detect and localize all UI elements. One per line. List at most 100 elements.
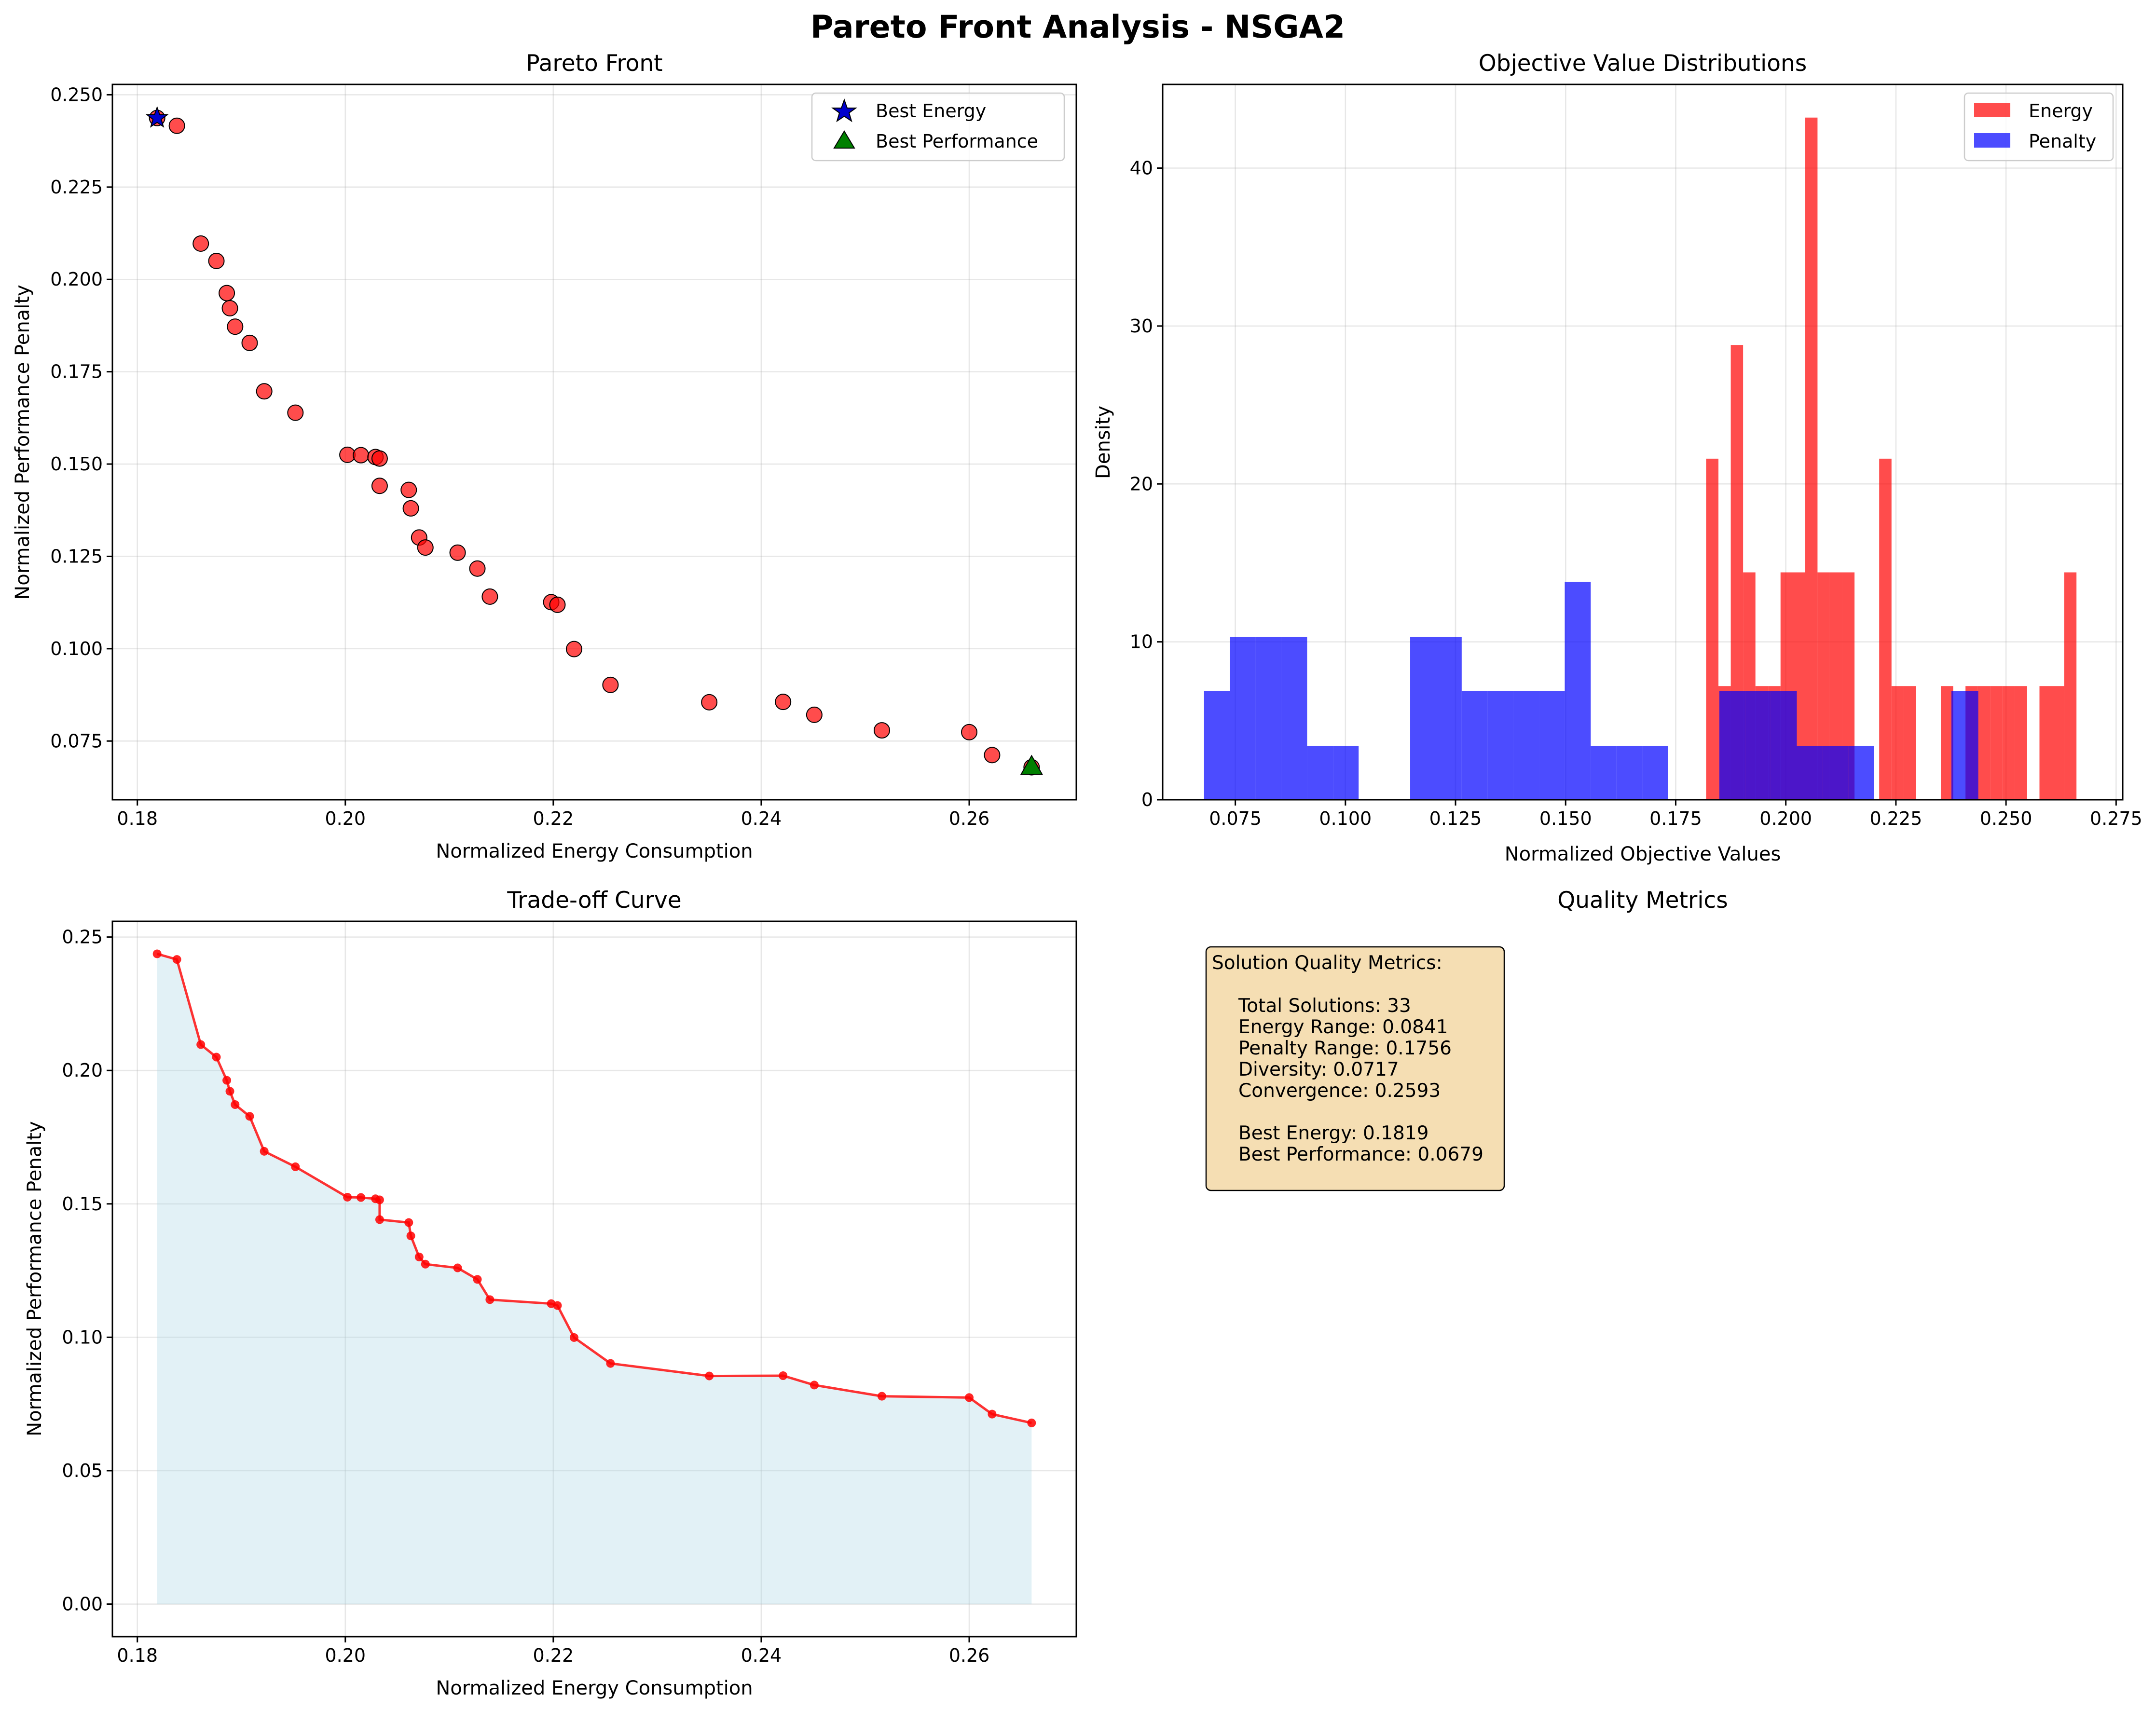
histogram-ticks: 0.075 0.100 0.125 0.150 0.175 0.200 0.225 0.250… [1130,158,2142,829]
histogram-xtick-label: 0.225 [1869,808,1922,829]
tradeoff-point [485,1295,494,1304]
pareto-ytick-label: 0.100 [50,638,103,659]
histogram-xlabel: Normalized Objective Values [1505,843,1781,865]
histogram-bar-energy [1977,686,1991,800]
histogram-bar-penalty [1410,637,1436,800]
pareto-point [469,560,486,577]
histogram-bar-penalty [1951,691,1978,800]
histogram-bar-energy [1904,686,1916,800]
tradeoff-point [569,1333,578,1342]
tradeoff-point [222,1076,232,1085]
pareto-xtick-label: 0.20 [325,808,366,829]
histogram-xtick-label: 0.150 [1539,808,1592,829]
tradeoff-point [810,1381,819,1390]
pareto-ytick-label: 0.075 [50,730,103,752]
metrics-panel-title: Quality Metrics [1557,887,1728,914]
tradeoff-ytick-label: 0.00 [62,1594,103,1615]
pareto-point [806,706,823,723]
histogram-bar-energy [1706,458,1719,800]
histogram-panel: Objective Value Distributions 0.075 0.100… [1092,50,2142,865]
histogram-xtick-label: 0.250 [1980,808,2032,829]
pareto-ytick-label: 0.250 [50,84,103,105]
histogram-bar-energy [2039,686,2052,800]
legend-energy: Energy [2029,100,2093,122]
pareto-point [208,252,225,269]
metrics-line: Best Performance: 0.0679 [1238,1144,1483,1165]
tradeoff-point [1027,1418,1036,1427]
histogram-marks [1204,117,2077,800]
legend-best-performance: Best Performance [876,131,1038,152]
tradeoff-ticks: 0.18 0.20 0.22 0.24 0.26 0.00 0.05 0.10 0.15 0.20… [62,927,989,1666]
pareto-point [371,450,388,467]
histogram-bar-penalty [1513,691,1539,800]
metrics-panel: Quality Metrics Solution Quality Metrics… [1205,887,1728,1191]
legend-star-icon [831,98,858,123]
pareto-marks [146,106,1044,776]
figure-title: Pareto Front Analysis - NSGA2 [810,9,1345,45]
pareto-legend: Best Energy Best Performance [811,92,1065,162]
histogram-bar-energy [1805,117,1818,800]
pareto-xtick-label: 0.26 [949,808,990,829]
histogram-bar-penalty [1539,691,1565,800]
pareto-ticks: 0.18 0.20 0.22 0.24 0.26 0.075 0.100 0.125 0.150… [50,84,989,829]
tradeoff-xlabel: Normalized Energy Consumption [436,1677,753,1699]
histogram-bar-energy [1990,686,2003,800]
histogram-legend: Energy Penalty [1964,92,2114,162]
legend-energy-swatch [1974,103,2010,117]
pareto-point [353,447,370,464]
pareto-xtick-label: 0.18 [117,808,158,829]
tradeoff-point [965,1393,974,1402]
pareto-panel: Pareto Front 0.18 0.20 0.22 0.24 0.260.0750.… [12,50,1077,862]
histogram-bar-energy [1879,458,1892,800]
tradeoff-ylabel: Normalized Performance Penalty [24,1121,46,1436]
pareto-point [219,285,235,301]
histogram-bar-penalty [1461,691,1488,800]
histogram-bar-energy [2015,686,2027,800]
pareto-point [984,747,1001,764]
tradeoff-marks [152,949,1036,1604]
pareto-ytick-label: 0.200 [50,269,103,290]
tradeoff-point [404,1218,413,1227]
pareto-point [449,544,466,561]
pareto-point [256,383,273,400]
pareto-ytick-label: 0.175 [50,361,103,383]
histogram-bar-energy [2064,572,2077,800]
histogram-bar-energy [1940,686,1953,800]
tradeoff-point [553,1301,562,1310]
tradeoff-grid [112,921,1076,1637]
pareto-point [168,117,185,134]
pareto-point [701,694,718,711]
histogram-ytick-label: 10 [1130,631,1153,653]
pareto-xtick-label: 0.24 [741,808,782,829]
tradeoff-xtick-label: 0.22 [533,1645,574,1666]
tradeoff-panel: Trade-off Curve 0.18 0.20 0.22 0.24 0.26 0.00… [24,887,1077,1699]
histogram-bar-penalty [1771,691,1797,800]
histogram-bar-penalty [1797,746,1823,800]
tradeoff-point [375,1195,384,1204]
tradeoff-ytick-label: 0.20 [62,1060,103,1081]
histogram-bar-penalty [1255,637,1282,800]
tradeoff-point [291,1162,300,1171]
histogram-ytick-label: 40 [1130,158,1153,179]
histogram-bar-energy [1891,686,1904,800]
pareto-axes-frame [111,83,1077,801]
histogram-bar-penalty [1642,746,1668,800]
tradeoff-point [606,1359,615,1368]
legend-penalty: Penalty [2029,131,2096,152]
histogram-xtick-label: 0.125 [1429,808,1482,829]
histogram-ytick-label: 20 [1130,473,1153,494]
pareto-point [417,539,434,556]
pareto-point [400,481,417,498]
pareto-point [192,235,209,252]
histogram-bar-energy [2052,686,2064,800]
histogram-bar-penalty [1745,691,1771,800]
pareto-point [565,641,582,657]
histogram-ytick-label: 0 [1141,789,1153,810]
pareto-ytick-label: 0.225 [50,177,103,198]
metrics-box [1205,946,1505,1191]
pareto-xlabel: Normalized Energy Consumption [436,840,753,862]
histogram-bar-penalty [1591,746,1617,800]
metrics-heading: Solution Quality Metrics: [1212,952,1442,974]
tradeoff-ytick-label: 0.05 [62,1460,103,1481]
best-energy-star-marker [146,106,169,128]
